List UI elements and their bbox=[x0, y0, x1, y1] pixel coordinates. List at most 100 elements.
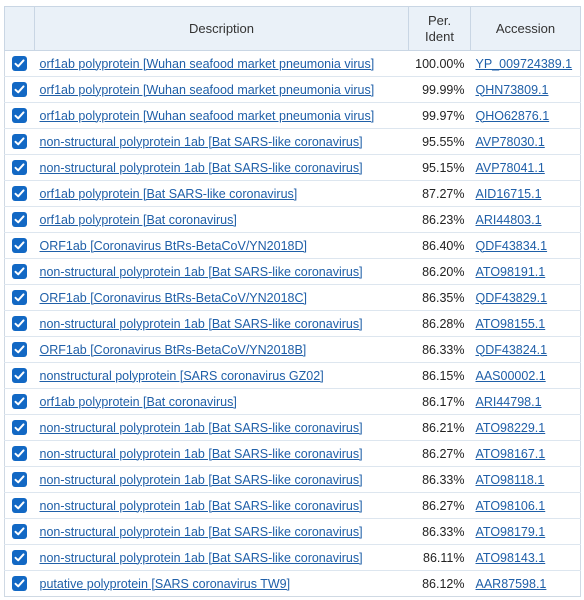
row-checkbox[interactable] bbox=[12, 498, 28, 514]
description-link[interactable]: ORF1ab [Coronavirus BtRs-BetaCoV/YN2018B… bbox=[39, 342, 307, 357]
accession-link[interactable]: QDF43834.1 bbox=[475, 238, 548, 253]
description-link[interactable]: orf1ab polyprotein [Bat SARS-like corona… bbox=[39, 186, 298, 201]
accession-link[interactable]: AVP78041.1 bbox=[475, 160, 545, 175]
accession-link[interactable]: QDF43829.1 bbox=[475, 290, 548, 305]
description-cell: non-structural polyprotein 1ab [Bat SARS… bbox=[34, 310, 409, 337]
row-checkbox[interactable] bbox=[12, 82, 28, 98]
accession-link[interactable]: ATO98143.1 bbox=[475, 550, 546, 565]
description-link[interactable]: non-structural polyprotein 1ab [Bat SARS… bbox=[39, 524, 363, 539]
row-checkbox[interactable] bbox=[12, 368, 28, 384]
select-cell bbox=[4, 362, 35, 389]
accession-link[interactable]: ATO98191.1 bbox=[475, 264, 546, 279]
per-ident-cell: 86.21% bbox=[408, 414, 471, 441]
table-body: orf1ab polyprotein [Wuhan seafood market… bbox=[4, 50, 581, 597]
row-checkbox[interactable] bbox=[12, 186, 28, 202]
row-checkbox[interactable] bbox=[12, 212, 28, 228]
row-checkbox[interactable] bbox=[12, 420, 28, 436]
description-link[interactable]: orf1ab polyprotein [Bat coronavirus] bbox=[39, 212, 237, 227]
description-link[interactable]: orf1ab polyprotein [Wuhan seafood market… bbox=[39, 56, 375, 71]
table-row: ORF1ab [Coronavirus BtRs-BetaCoV/YN2018D… bbox=[4, 232, 581, 259]
accession-link[interactable]: ATO98179.1 bbox=[475, 524, 546, 539]
accession-link[interactable]: ATO98167.1 bbox=[475, 446, 546, 461]
select-cell bbox=[4, 76, 35, 103]
per-ident-cell: 86.20% bbox=[408, 258, 471, 285]
row-checkbox[interactable] bbox=[12, 290, 28, 306]
accession-link[interactable]: AID16715.1 bbox=[475, 186, 542, 201]
accession-cell: QHO62876.1 bbox=[470, 102, 581, 129]
row-checkbox[interactable] bbox=[12, 108, 28, 124]
per-ident-cell: 86.35% bbox=[408, 284, 471, 311]
checkmark-icon bbox=[14, 59, 25, 68]
description-link[interactable]: ORF1ab [Coronavirus BtRs-BetaCoV/YN2018D… bbox=[39, 238, 307, 253]
accession-link[interactable]: QHN73809.1 bbox=[475, 82, 549, 97]
description-link[interactable]: non-structural polyprotein 1ab [Bat SARS… bbox=[39, 316, 363, 331]
description-link[interactable]: orf1ab polyprotein [Bat coronavirus] bbox=[39, 394, 237, 409]
row-checkbox[interactable] bbox=[12, 160, 28, 176]
row-checkbox[interactable] bbox=[12, 576, 28, 592]
description-link[interactable]: non-structural polyprotein 1ab [Bat SARS… bbox=[39, 264, 363, 279]
select-cell bbox=[4, 492, 35, 519]
row-checkbox[interactable] bbox=[12, 394, 28, 410]
accession-link[interactable]: ATO98229.1 bbox=[475, 420, 546, 435]
accession-link[interactable]: ATO98118.1 bbox=[475, 472, 545, 487]
description-cell: non-structural polyprotein 1ab [Bat SARS… bbox=[34, 466, 409, 493]
description-link[interactable]: nonstructural polyprotein [SARS coronavi… bbox=[39, 368, 324, 383]
accession-link[interactable]: AAR87598.1 bbox=[475, 576, 547, 591]
description-link[interactable]: non-structural polyprotein 1ab [Bat SARS… bbox=[39, 498, 363, 513]
accession-link[interactable]: QHO62876.1 bbox=[475, 108, 550, 123]
description-link[interactable]: orf1ab polyprotein [Wuhan seafood market… bbox=[39, 108, 375, 123]
accession-link[interactable]: AAS00002.1 bbox=[475, 368, 546, 383]
row-checkbox[interactable] bbox=[12, 342, 28, 358]
select-cell bbox=[4, 258, 35, 285]
select-cell bbox=[4, 570, 35, 597]
accession-cell: ATO98143.1 bbox=[470, 544, 581, 571]
accession-link[interactable]: AVP78030.1 bbox=[475, 134, 545, 149]
row-checkbox[interactable] bbox=[12, 238, 28, 254]
description-cell: non-structural polyprotein 1ab [Bat SARS… bbox=[34, 128, 409, 155]
description-link[interactable]: non-structural polyprotein 1ab [Bat SARS… bbox=[39, 134, 363, 149]
accession-cell: QDF43829.1 bbox=[470, 284, 581, 311]
per-ident-cell: 87.27% bbox=[408, 180, 471, 207]
accession-link[interactable]: YP_009724389.1 bbox=[475, 56, 573, 71]
description-link[interactable]: non-structural polyprotein 1ab [Bat SARS… bbox=[39, 420, 363, 435]
per-ident-header-line1: Per. bbox=[427, 12, 452, 28]
description-link[interactable]: orf1ab polyprotein [Wuhan seafood market… bbox=[39, 82, 375, 97]
accession-cell: AVP78041.1 bbox=[470, 154, 581, 181]
accession-cell: AAS00002.1 bbox=[470, 362, 581, 389]
row-checkbox[interactable] bbox=[12, 134, 28, 150]
description-cell: orf1ab polyprotein [Wuhan seafood market… bbox=[34, 76, 409, 103]
select-cell bbox=[4, 50, 35, 77]
description-link[interactable]: non-structural polyprotein 1ab [Bat SARS… bbox=[39, 160, 363, 175]
accession-link[interactable]: ATO98155.1 bbox=[475, 316, 546, 331]
row-checkbox[interactable] bbox=[12, 472, 28, 488]
accession-link[interactable]: QDF43824.1 bbox=[475, 342, 548, 357]
accession-link[interactable]: ARI44803.1 bbox=[475, 212, 542, 227]
row-checkbox[interactable] bbox=[12, 446, 28, 462]
checkmark-icon bbox=[14, 189, 25, 198]
per-ident-column-header[interactable]: Per. Ident bbox=[408, 6, 471, 51]
description-link[interactable]: non-structural polyprotein 1ab [Bat SARS… bbox=[39, 446, 363, 461]
select-cell bbox=[4, 128, 35, 155]
select-cell bbox=[4, 310, 35, 337]
row-checkbox[interactable] bbox=[12, 264, 28, 280]
description-link[interactable]: ORF1ab [Coronavirus BtRs-BetaCoV/YN2018C… bbox=[39, 290, 307, 305]
table-row: orf1ab polyprotein [Bat SARS-like corona… bbox=[4, 180, 581, 207]
description-link[interactable]: non-structural polyprotein 1ab [Bat SARS… bbox=[39, 550, 363, 565]
row-checkbox[interactable] bbox=[12, 550, 28, 566]
description-link[interactable]: non-structural polyprotein 1ab [Bat SARS… bbox=[39, 472, 363, 487]
table-row: orf1ab polyprotein [Wuhan seafood market… bbox=[4, 102, 581, 129]
per-ident-cell: 86.33% bbox=[408, 466, 471, 493]
per-ident-header-line2: Ident bbox=[425, 28, 454, 44]
accession-cell: ATO98229.1 bbox=[470, 414, 581, 441]
accession-link[interactable]: ARI44798.1 bbox=[475, 394, 542, 409]
description-column-header[interactable]: Description bbox=[34, 6, 409, 51]
row-checkbox[interactable] bbox=[12, 56, 28, 72]
row-checkbox[interactable] bbox=[12, 316, 28, 332]
checkmark-icon bbox=[14, 345, 25, 354]
accession-link[interactable]: ATO98106.1 bbox=[475, 498, 546, 513]
description-link[interactable]: putative polyprotein [SARS coronavirus T… bbox=[39, 576, 291, 591]
row-checkbox[interactable] bbox=[12, 524, 28, 540]
accession-cell: YP_009724389.1 bbox=[470, 50, 581, 77]
checkmark-icon bbox=[14, 423, 25, 432]
accession-column-header[interactable]: Accession bbox=[470, 6, 581, 51]
